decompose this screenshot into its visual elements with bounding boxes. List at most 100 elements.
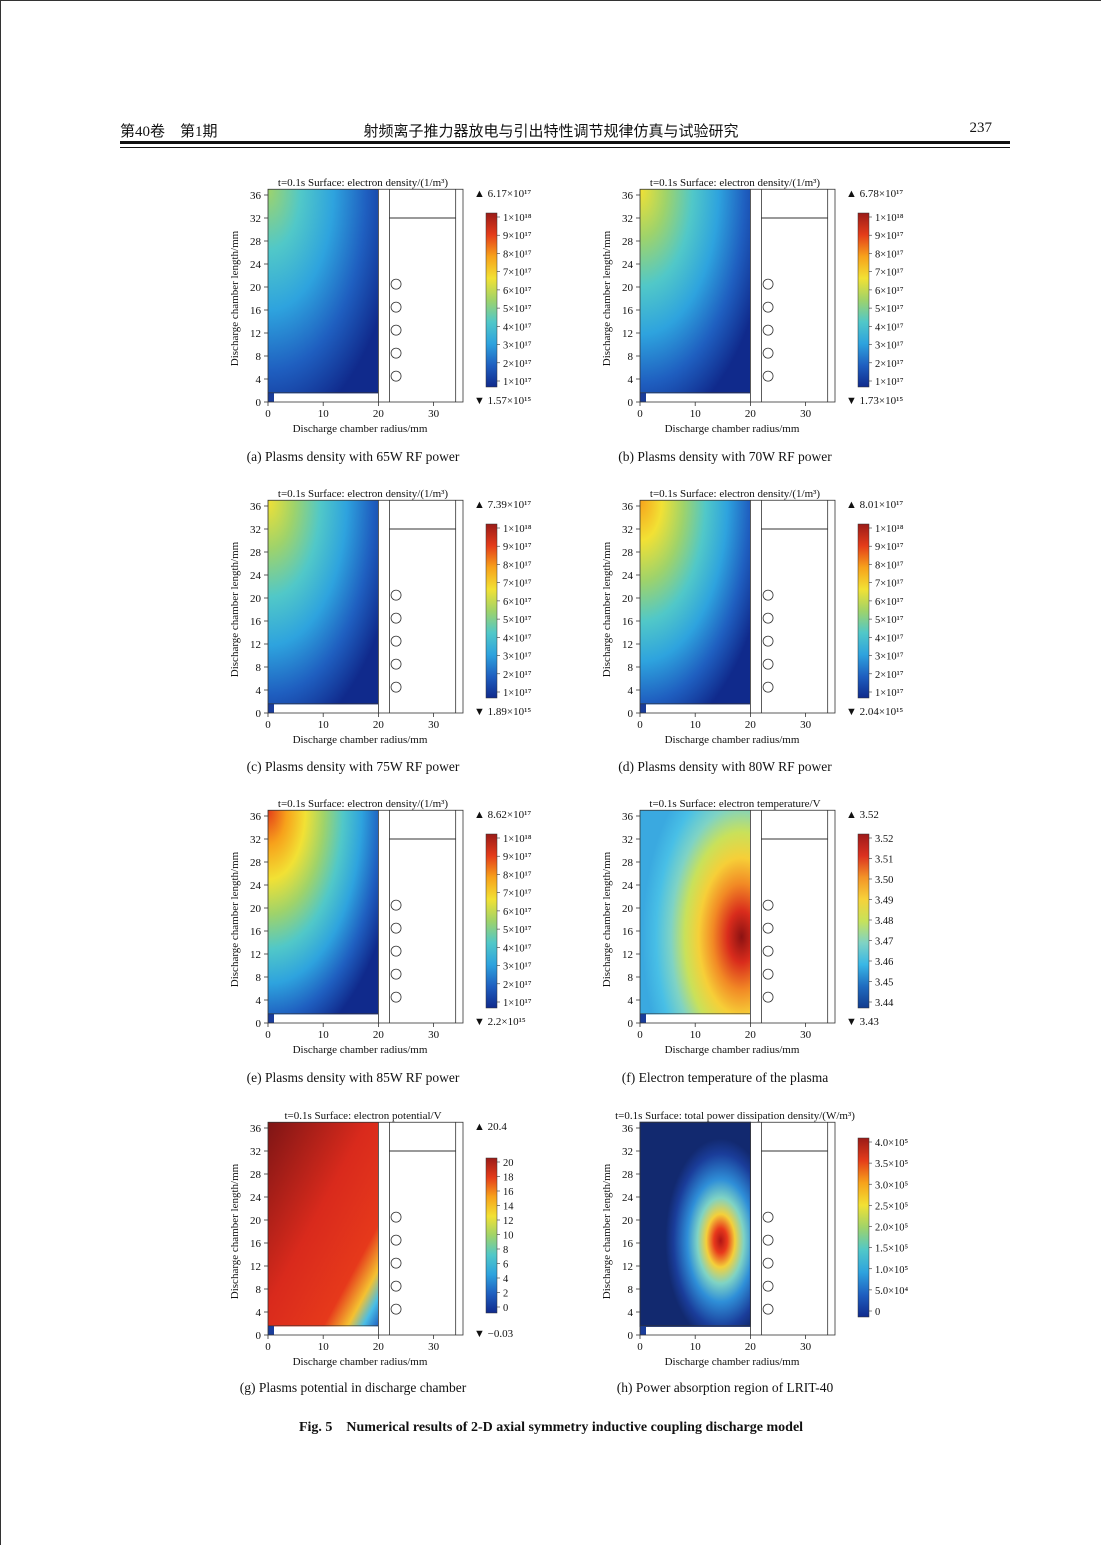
- y-tick-label: 8: [256, 662, 262, 674]
- colorbar-tick-label: 3.52: [875, 834, 893, 845]
- colorbar-tick-label: 7×10¹⁷: [503, 889, 532, 900]
- subfigure-caption: (g) Plasms potential in discharge chambe…: [240, 1380, 467, 1395]
- x-tick-label: 20: [373, 408, 385, 420]
- antenna-block: [268, 703, 274, 713]
- antenna-block: [640, 1325, 646, 1335]
- coil-turn: [762, 1280, 774, 1292]
- colorbar-tick-label: 4×10¹⁷: [503, 633, 532, 644]
- colorbar-tick-label: 4×10¹⁷: [503, 322, 532, 333]
- x-tick-label: 10: [318, 1029, 330, 1041]
- coil-turn: [762, 301, 774, 313]
- colorbar-tick-label: 9×10¹⁷: [875, 542, 904, 553]
- y-tick-label: 12: [622, 949, 633, 961]
- colorbar-min-label: ▼ 3.43: [846, 1016, 879, 1028]
- running-title: 射频离子推力器放电与引出特性调节规律仿真与试验研究: [363, 124, 739, 140]
- y-tick-label: 24: [622, 1192, 634, 1204]
- colorbar-tick-label: 5.0×10⁴: [875, 1286, 909, 1297]
- colorbar-tick-label: 0: [875, 1307, 880, 1318]
- colorbar-tick-label: 7×10¹⁷: [875, 579, 904, 590]
- x-tick-label: 30: [800, 408, 812, 420]
- x-axis-label: Discharge chamber radius/mm: [665, 423, 800, 435]
- colorbar-tick-label: 2×10¹⁷: [875, 359, 904, 370]
- x-tick-label: 20: [745, 408, 757, 420]
- y-tick-label: 12: [250, 639, 261, 651]
- panel-title: t=0.1s Surface: electron density/(1/m³): [278, 488, 449, 500]
- coil-turn: [390, 278, 402, 290]
- y-tick-label: 4: [628, 685, 634, 697]
- coil-turn: [390, 1257, 402, 1269]
- colorbar-tick-label: 5×10¹⁷: [503, 925, 532, 936]
- y-tick-label: 12: [250, 949, 261, 961]
- colorbar-min-label: ▼ 2.04×10¹⁵: [846, 706, 903, 718]
- colorbar-tick-label: 6: [503, 1260, 508, 1271]
- coil-turn: [390, 968, 402, 980]
- coil-turn: [762, 681, 774, 693]
- y-tick-label: 0: [628, 397, 634, 409]
- panel-a: t=0.1s Surface: electron density/(1/m³) 0…: [229, 177, 532, 464]
- coil-turn: [762, 1211, 774, 1223]
- colorbar-tick-label: 7×10¹⁷: [875, 268, 904, 279]
- coil-turn: [390, 899, 402, 911]
- colorbar-min-label: ▼ −0.03: [474, 1328, 514, 1340]
- colorbar: [857, 833, 870, 1009]
- colorbar-max-label: ▲ 8.62×10¹⁷: [474, 809, 531, 821]
- colorbar-max-label: ▲ 3.52: [846, 809, 879, 821]
- y-tick-label: 8: [628, 662, 634, 674]
- colorbar-tick-label: 8×10¹⁷: [875, 249, 904, 260]
- colorbar-tick-label: 12: [503, 1216, 514, 1227]
- colorbar-tick-label: 3×10¹⁷: [503, 652, 532, 663]
- y-tick-label: 36: [622, 501, 634, 513]
- coil-turn: [762, 278, 774, 290]
- figure-5: t=0.1s Surface: electron density/(1/m³) 0…: [229, 177, 909, 1395]
- y-tick-label: 12: [622, 1261, 633, 1273]
- y-tick-label: 0: [628, 1330, 634, 1342]
- colorbar-tick-label: 4.0×10⁵: [875, 1138, 909, 1149]
- panel-title: t=0.1s Surface: electron potential/V: [284, 1110, 441, 1122]
- colorbar: [485, 1157, 498, 1314]
- colorbar-max-label: ▲ 6.78×10¹⁷: [846, 188, 903, 200]
- y-tick-label: 0: [628, 708, 634, 720]
- x-axis-label: Discharge chamber radius/mm: [665, 1356, 800, 1368]
- x-tick-label: 0: [637, 1341, 643, 1353]
- coil-turn: [390, 1303, 402, 1315]
- y-axis-label: Discharge chamber length/mm: [601, 851, 613, 987]
- y-tick-label: 36: [250, 1123, 262, 1135]
- plot-frame: [267, 188, 464, 403]
- y-axis-label: Discharge chamber length/mm: [601, 230, 613, 366]
- antenna-block: [268, 1013, 274, 1023]
- x-tick-label: 0: [637, 408, 643, 420]
- colorbar-tick-label: 2×10¹⁷: [503, 670, 532, 681]
- coil-turn: [390, 370, 402, 382]
- x-tick-label: 10: [690, 1341, 702, 1353]
- colorbar-min-label: ▼ 2.2×10¹⁵: [474, 1016, 526, 1028]
- journal-volume: 第40卷 第1期: [120, 124, 218, 140]
- colorbar-tick-label: 3×10¹⁷: [503, 341, 532, 352]
- y-tick-label: 4: [256, 1307, 262, 1319]
- x-tick-label: 0: [265, 1029, 271, 1041]
- figure-caption: Fig. 5 Numerical results of 2-D axial sy…: [298, 1420, 804, 1435]
- y-tick-label: 28: [622, 857, 634, 869]
- x-tick-label: 20: [373, 1029, 385, 1041]
- coil-turn: [390, 301, 402, 313]
- panel-e: t=0.1s Surface: electron density/(1/m³) 0…: [229, 798, 532, 1085]
- x-tick-label: 30: [800, 719, 812, 731]
- coil-turn: [390, 589, 402, 601]
- colorbar-tick-label: 16: [503, 1187, 514, 1198]
- coil-turn: [390, 1280, 402, 1292]
- coil-turn: [390, 324, 402, 336]
- subfigure-caption: (h) Power absorption region of LRIT-40: [617, 1380, 834, 1395]
- panel-f: t=0.1s Surface: electron temperature/V 0 4…: [601, 798, 894, 1085]
- colorbar-tick-label: 6×10¹⁷: [503, 597, 532, 608]
- plot-frame: [639, 1121, 836, 1336]
- colorbar-tick-label: 1×10¹⁷: [503, 998, 532, 1009]
- panel-d: t=0.1s Surface: electron density/(1/m³) 0…: [601, 488, 904, 774]
- coil-turn: [762, 899, 774, 911]
- colorbar-tick-label: 5×10¹⁷: [503, 304, 532, 315]
- coil-turn: [390, 1211, 402, 1223]
- y-axis-label: Discharge chamber length/mm: [229, 230, 241, 366]
- y-tick-label: 4: [256, 374, 262, 386]
- colorbar: [857, 523, 870, 699]
- colorbar-tick-label: 3×10¹⁷: [503, 962, 532, 973]
- colorbar-tick-label: 1×10¹⁸: [875, 213, 904, 224]
- colorbar-tick-label: 9×10¹⁷: [875, 231, 904, 242]
